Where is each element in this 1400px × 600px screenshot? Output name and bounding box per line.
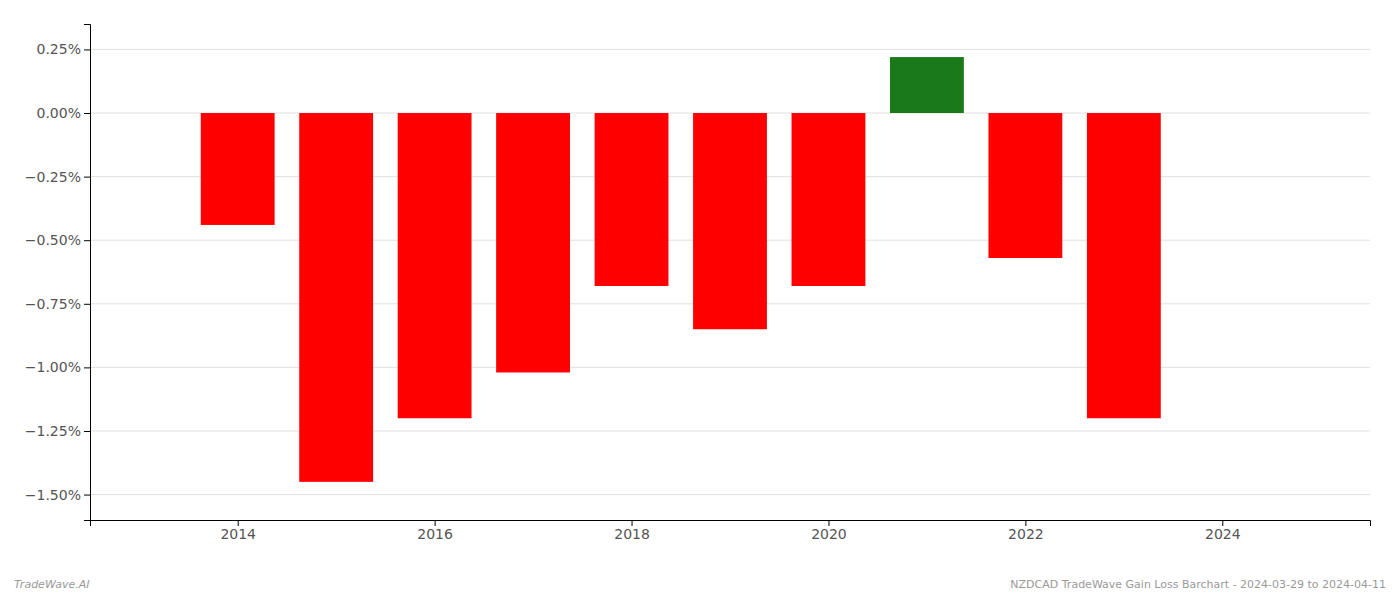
- x-tick: 2020: [811, 520, 847, 542]
- grid-line: [90, 367, 1370, 368]
- bar: [398, 113, 472, 418]
- x-tick: 2016: [417, 520, 453, 542]
- y-tick-label: 0.25%: [37, 41, 81, 57]
- x-tick-label: 2014: [220, 526, 256, 542]
- y-tick-mark: [84, 495, 90, 496]
- x-tick: 2024: [1205, 520, 1241, 542]
- y-tick-label: −0.25%: [25, 169, 81, 185]
- y-tick-label: −1.00%: [25, 359, 81, 375]
- bar: [988, 113, 1062, 258]
- y-tick: −0.75%: [25, 296, 90, 312]
- y-tick-mark: [84, 113, 90, 114]
- chart: −1.50% −1.25% −1.00% −0.75% −0.50% −0.25% 0.00…: [0, 0, 1400, 600]
- bar: [693, 113, 767, 329]
- y-tick-label: −1.25%: [25, 423, 81, 439]
- y-axis-line: [84, 25, 91, 521]
- y-tick: −1.25%: [25, 423, 90, 439]
- y-tick: −1.00%: [25, 359, 90, 375]
- x-tick-label: 2016: [417, 526, 453, 542]
- bar: [1087, 113, 1161, 418]
- y-axis: −1.50% −1.25% −1.00% −0.75% −0.50% −0.25% 0.00…: [25, 25, 91, 521]
- bar: [299, 113, 373, 482]
- y-tick-mark: [84, 367, 90, 368]
- y-tick-mark: [84, 240, 90, 241]
- x-tick: 2018: [614, 520, 650, 542]
- bar: [890, 57, 964, 113]
- y-tick: −0.25%: [25, 169, 90, 185]
- x-tick-label: 2024: [1205, 526, 1241, 542]
- grid-line: [90, 49, 1370, 50]
- y-tick-mark: [84, 431, 90, 432]
- x-axis: 2014 2016 2018 2020 2022 2024: [91, 520, 1371, 542]
- bar: [792, 113, 866, 286]
- footer-right: NZDCAD TradeWave Gain Loss Barchart - 20…: [1010, 578, 1386, 591]
- bar: [496, 113, 570, 372]
- x-tick: 2022: [1008, 520, 1044, 542]
- y-tick: 0.00%: [37, 105, 90, 121]
- x-tick-label: 2022: [1008, 526, 1044, 542]
- grid: [90, 49, 1370, 494]
- x-axis-line: [91, 521, 1371, 527]
- y-tick-mark: [84, 49, 90, 50]
- y-tick-mark: [84, 177, 90, 178]
- y-tick-label: −1.50%: [25, 487, 81, 503]
- x-tick-label: 2018: [614, 526, 650, 542]
- y-tick-mark: [84, 304, 90, 305]
- grid-line: [90, 494, 1370, 495]
- footer-left: TradeWave.AI: [14, 578, 89, 591]
- y-tick: −1.50%: [25, 487, 90, 503]
- plot: −1.50% −1.25% −1.00% −0.75% −0.50% −0.25% 0.00…: [25, 25, 1371, 542]
- x-tick-label: 2020: [811, 526, 847, 542]
- bar: [595, 113, 669, 286]
- y-tick-label: 0.00%: [37, 105, 81, 121]
- y-tick: −0.50%: [25, 232, 90, 248]
- bars: [201, 57, 1161, 482]
- y-tick-label: −0.50%: [25, 232, 81, 248]
- x-tick: 2014: [220, 520, 256, 542]
- grid-line: [90, 430, 1370, 431]
- y-tick: 0.25%: [37, 41, 90, 57]
- y-tick-label: −0.75%: [25, 296, 81, 312]
- bar: [201, 113, 275, 225]
